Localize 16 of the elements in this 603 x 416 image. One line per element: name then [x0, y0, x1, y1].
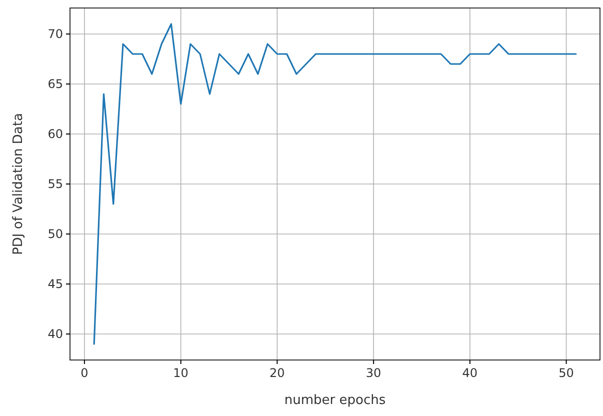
x-tick-label: 40	[462, 366, 478, 380]
y-tick-label: 50	[48, 227, 63, 241]
y-axis-title: PDJ of Validation Data	[11, 113, 26, 255]
y-tick-label: 55	[48, 177, 63, 191]
x-tick-label: 30	[366, 366, 382, 380]
y-tick-label: 65	[48, 77, 63, 91]
y-tick-label: 70	[48, 27, 63, 41]
y-tick-label: 60	[48, 127, 63, 141]
y-tick-label: 45	[48, 277, 63, 291]
line-series	[93, 23, 577, 345]
x-tick-label: 20	[270, 366, 285, 380]
x-tick-label: 10	[173, 366, 188, 380]
y-tick-label: 40	[48, 327, 63, 341]
x-tick-label: 50	[558, 366, 574, 380]
x-axis-title: number epochs	[284, 393, 386, 408]
x-tick-label: 0	[80, 366, 88, 380]
